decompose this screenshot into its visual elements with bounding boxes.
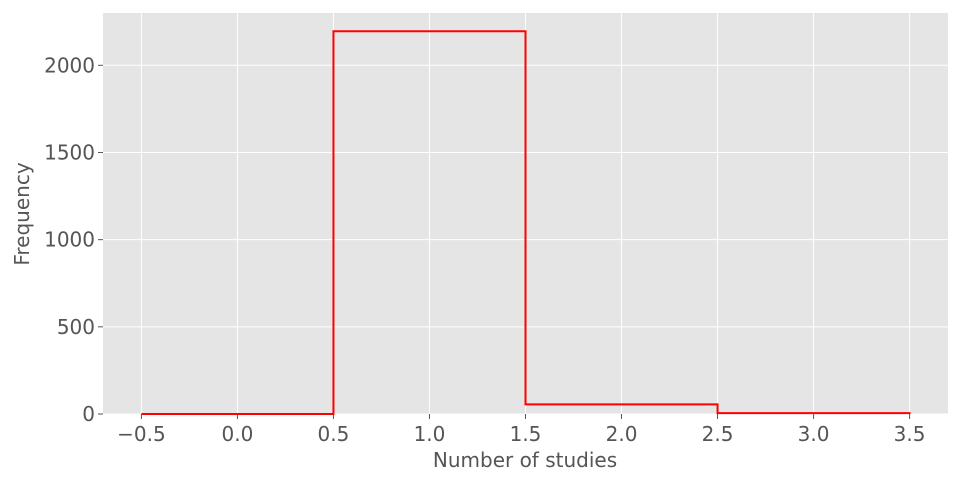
y-axis-label: Frequency	[10, 162, 34, 265]
x-tick-label-2: 0.5	[318, 422, 350, 446]
y-tick-label-1: 500	[57, 315, 95, 339]
x-tick-label-1: 0.0	[222, 422, 254, 446]
x-tick-label-3: 1.0	[414, 422, 446, 446]
histogram-series	[141, 30, 911, 415]
x-tick-label-0: −0.5	[117, 422, 166, 446]
y-tick-label-3: 1500	[44, 140, 95, 164]
y-tick-label-0: 0	[82, 402, 95, 426]
x-axis-label: Number of studies	[433, 448, 617, 472]
x-tick-label-7: 3.0	[798, 422, 830, 446]
axis-ticks: −0.5 0.0 0.5 1.0 1.5 2.0 2.5 3.0 3.5 0 500 1000 1500…	[44, 53, 925, 446]
y-tick-label-4: 2000	[44, 53, 95, 77]
x-tick-label-5: 2.0	[606, 422, 638, 446]
x-tick-label-8: 3.5	[894, 422, 926, 446]
y-tick-label-2: 1000	[44, 228, 95, 252]
x-tick-label-6: 2.5	[702, 422, 734, 446]
x-tick-label-4: 1.5	[510, 422, 542, 446]
histogram-step-line	[141, 30, 911, 415]
